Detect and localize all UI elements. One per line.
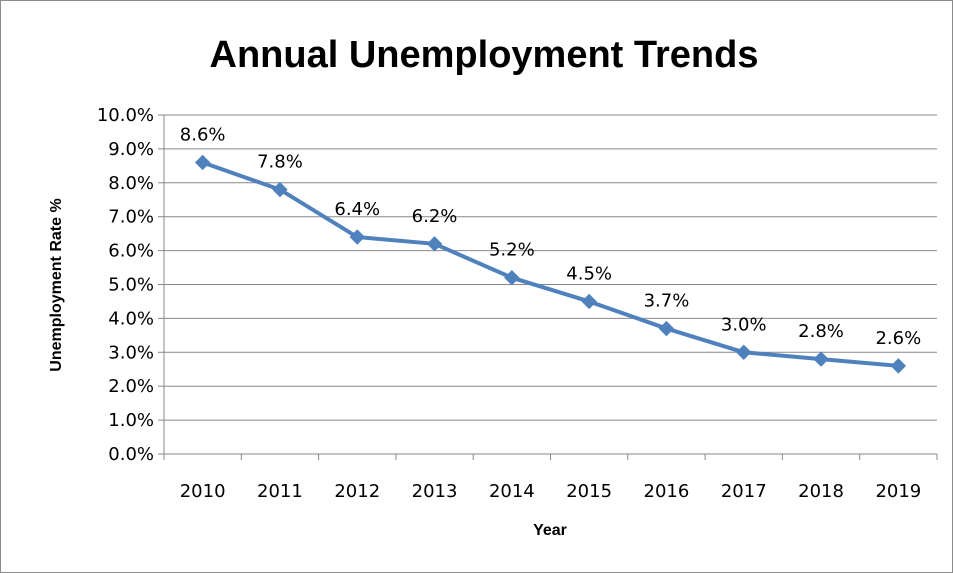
- y-axis-title: Unemployment Rate %: [48, 198, 65, 371]
- x-tick-label: 2012: [334, 481, 380, 502]
- data-point-marker: [813, 351, 829, 367]
- gridlines: [164, 114, 937, 421]
- axes: [158, 114, 938, 460]
- x-tick-label: 2018: [798, 481, 844, 502]
- x-tick-label: 2011: [257, 481, 303, 502]
- chart-title: Annual Unemployment Trends: [210, 34, 759, 76]
- data-label: 3.0%: [721, 314, 767, 335]
- y-tick-label: 1.0%: [108, 410, 154, 431]
- data-point-marker: [504, 270, 520, 286]
- data-label: 5.2%: [489, 240, 535, 261]
- x-tick-label: 2017: [721, 481, 767, 502]
- data-labels: 8.6% 7.8% 6.4% 6.2% 5.2% 4.5% 3.7% 3.0% 2.8% 2.6%: [180, 124, 921, 348]
- y-tick-label: 8.0%: [108, 173, 154, 194]
- data-point-marker: [194, 154, 211, 171]
- data-point-marker: [658, 320, 675, 337]
- data-point-marker: [736, 344, 752, 361]
- data-label: 6.4%: [334, 199, 380, 220]
- data-point-marker: [426, 236, 443, 252]
- series: [194, 154, 907, 374]
- y-tick-label: 0.0%: [108, 444, 154, 465]
- x-tick-label: 2014: [489, 481, 535, 502]
- data-label: 7.8%: [257, 152, 303, 173]
- y-axis-ticks: 0.0% 1.0% 2.0% 3.0% 4.0% 5.0% 6.0% 7.0% 8.0% 9.0%…: [97, 105, 154, 465]
- x-tick-label: 2010: [180, 481, 226, 502]
- data-label: 4.5%: [566, 263, 612, 284]
- y-tick-label: 3.0%: [108, 342, 154, 363]
- y-tick-label: 7.0%: [108, 207, 154, 228]
- data-point-marker: [349, 229, 365, 245]
- y-tick-label: 5.0%: [108, 275, 154, 296]
- x-axis-title: Year: [533, 522, 567, 539]
- y-tick-label: 9.0%: [108, 139, 154, 160]
- y-tick-label: 4.0%: [108, 308, 154, 329]
- data-label: 2.8%: [798, 321, 844, 342]
- data-label: 3.7%: [644, 291, 690, 312]
- x-axis-ticks: 2010 2011 2012 2013 2014 2015 2016 2017 2018 2019: [180, 481, 922, 502]
- data-point-marker: [890, 358, 907, 374]
- series-line: [201, 160, 899, 368]
- data-label: 8.6%: [180, 124, 226, 145]
- x-tick-label: 2013: [412, 481, 458, 502]
- x-tick-label: 2019: [875, 481, 921, 502]
- data-point-marker: [272, 181, 288, 198]
- y-tick-label: 10.0%: [97, 105, 154, 126]
- data-label: 6.2%: [412, 206, 458, 227]
- y-tick-label: 6.0%: [108, 241, 154, 262]
- x-tick-label: 2015: [566, 481, 612, 502]
- x-tick-label: 2016: [644, 481, 690, 502]
- y-tick-label: 2.0%: [108, 376, 154, 397]
- data-point-marker: [581, 293, 597, 310]
- data-label: 2.6%: [875, 328, 921, 349]
